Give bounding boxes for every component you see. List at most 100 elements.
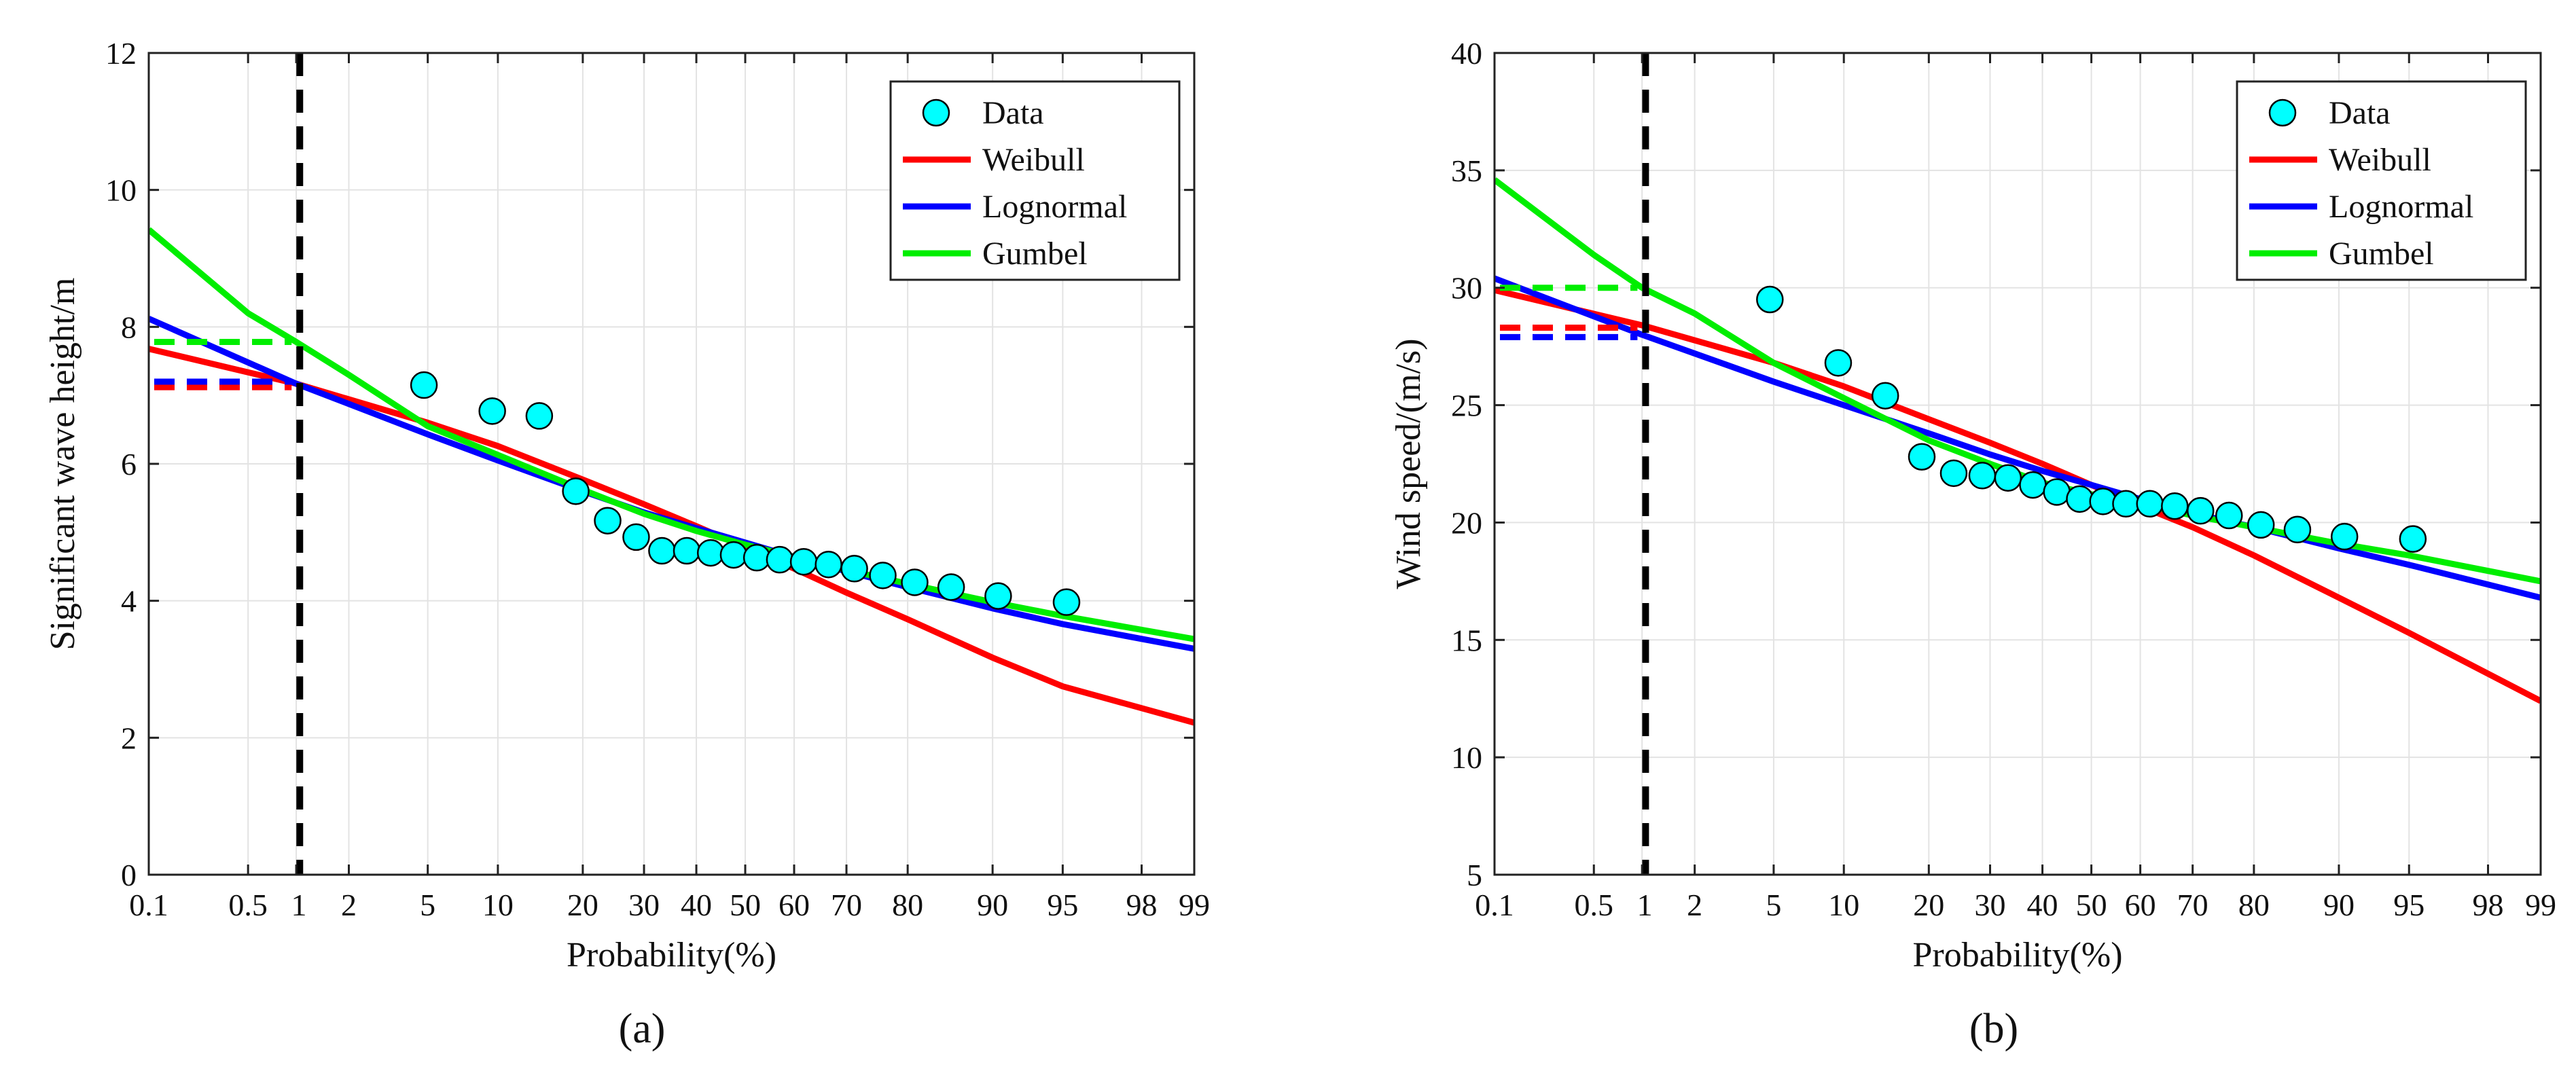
- data-point: [2136, 490, 2164, 518]
- x-tick-label: 0.5: [228, 888, 268, 922]
- data-point: [937, 573, 965, 601]
- x-tick-label: 0.5: [1575, 888, 1614, 922]
- x-tick-label: 90: [977, 888, 1008, 922]
- data-point: [2161, 492, 2189, 520]
- x-tick-label: 30: [628, 888, 660, 922]
- x-tick-label: 95: [1047, 888, 1078, 922]
- y-tick-label: 40: [1451, 36, 1482, 71]
- data-point: [815, 550, 842, 579]
- axes-box: [1493, 52, 2542, 876]
- x-tick-label: 95: [2393, 888, 2425, 922]
- legend: Data Weibull Lognormal Gumbel: [889, 80, 1181, 281]
- data-point: [696, 539, 725, 567]
- x-tick-label: 98: [1126, 888, 1158, 922]
- x-tick-label: 0.1: [1475, 888, 1514, 922]
- y-tick-label: 10: [105, 173, 137, 208]
- legend-label-data: Data: [982, 95, 1044, 131]
- chart-panel-a: 0.1 0.5 1 2 5 10 20 30 40 50 60 70 80 90 95 98 990246810…: [43, 36, 1210, 1052]
- legend-marker-data: [2268, 98, 2297, 127]
- x-tick-label: 2: [1687, 888, 1702, 922]
- data-point: [2330, 522, 2359, 551]
- data-point: [901, 568, 929, 596]
- return-level-marks: [1500, 285, 1638, 340]
- data-point: [766, 545, 794, 574]
- chart-panel-b: 0.1 0.5 1 2 5 10 20 30 40 50 60 70 80 90 95 98 995101520…: [1389, 36, 2556, 1052]
- y-tick-label: 20: [1451, 505, 1482, 540]
- legend-marker-data: [922, 98, 950, 127]
- y-tick-label: 6: [121, 447, 137, 481]
- data-point: [1756, 285, 1784, 314]
- x-tick-label: 90: [2323, 888, 2355, 922]
- y-tick-label: 0: [121, 858, 137, 892]
- data-point: [840, 555, 868, 583]
- series-line-lognormal: [1495, 275, 2541, 601]
- data-point: [2112, 490, 2140, 518]
- data-point: [2215, 501, 2243, 530]
- data-point: [594, 507, 622, 534]
- data-point: [1968, 462, 1997, 490]
- x-tick-label: 70: [2177, 888, 2208, 922]
- y-tick-label: 15: [1451, 623, 1482, 657]
- legend-label-weibull: Weibull: [982, 142, 1085, 178]
- y-tick-label: 35: [1451, 153, 1482, 188]
- y-tick-label: 10: [1451, 740, 1482, 775]
- y-tick-label: 5: [1467, 858, 1482, 892]
- y-tick-label: 2: [121, 721, 137, 755]
- x-axis-title: Probability(%): [1912, 936, 2122, 975]
- data-point: [478, 397, 506, 425]
- x-tick-label: 0.1: [129, 888, 168, 922]
- data-point: [2066, 485, 2094, 513]
- data-point: [2283, 515, 2312, 544]
- data-point: [525, 402, 554, 430]
- x-tick-label: 80: [2238, 888, 2270, 922]
- legend-label-gumbel: Gumbel: [2329, 236, 2434, 272]
- series-points-data: [1756, 285, 2427, 553]
- data-point: [1824, 349, 1853, 377]
- x-tick-label: 1: [291, 888, 307, 922]
- data-point: [2043, 478, 2071, 506]
- x-tick-label: 1: [1637, 888, 1653, 922]
- x-axis: 0.1 0.5 1 2 5 10 20 30 40 50 60 70 80 90 95 98 99: [1475, 53, 2556, 922]
- data-point: [789, 547, 818, 576]
- legend-label-lognormal: Lognormal: [2329, 189, 2473, 225]
- x-tick-label: 40: [2027, 888, 2058, 922]
- series-points-data: [410, 371, 1081, 616]
- x-tick-label: 10: [482, 888, 514, 922]
- data-point: [2019, 471, 2047, 499]
- x-axis: 0.1 0.5 1 2 5 10 20 30 40 50 60 70 80 90 95 98 99: [129, 53, 1210, 922]
- legend-label-data: Data: [2329, 95, 2391, 131]
- y-tick-label: 25: [1451, 388, 1482, 423]
- x-tick-label: 2: [341, 888, 357, 922]
- data-point: [869, 562, 897, 589]
- data-point: [719, 541, 748, 569]
- x-tick-label: 99: [2525, 888, 2556, 922]
- y-axis: 0 2 4 6 8 10 12: [105, 36, 1194, 892]
- panel-label: (b): [1969, 1006, 2018, 1052]
- data-point: [2187, 496, 2215, 525]
- legend-label-gumbel: Gumbel: [982, 236, 1088, 272]
- data-point: [1871, 382, 1899, 410]
- x-tick-label: 20: [1913, 888, 1944, 922]
- legend-label-weibull: Weibull: [2329, 142, 2431, 178]
- data-point: [1939, 459, 1968, 488]
- legend-label-lognormal: Lognormal: [982, 189, 1127, 225]
- data-point: [1052, 588, 1081, 616]
- x-tick-label: 80: [892, 888, 923, 922]
- x-tick-label: 60: [2125, 888, 2156, 922]
- data-point: [2089, 488, 2117, 515]
- y-tick-label: 12: [105, 36, 137, 71]
- data-point: [622, 523, 650, 551]
- data-point: [1908, 443, 1936, 471]
- y-axis-title: Wind speed/(m/s): [1389, 338, 1428, 589]
- panel-label: (a): [619, 1006, 666, 1052]
- x-axis-title: Probability(%): [567, 936, 776, 975]
- data-point: [743, 543, 771, 572]
- x-tick-label: 30: [1974, 888, 2005, 922]
- x-tick-label: 98: [2472, 888, 2503, 922]
- x-tick-label: 50: [730, 888, 761, 922]
- return-level-marks: [154, 339, 292, 390]
- data-point: [2399, 525, 2427, 553]
- data-point: [2247, 511, 2275, 539]
- y-tick-label: 4: [121, 584, 137, 619]
